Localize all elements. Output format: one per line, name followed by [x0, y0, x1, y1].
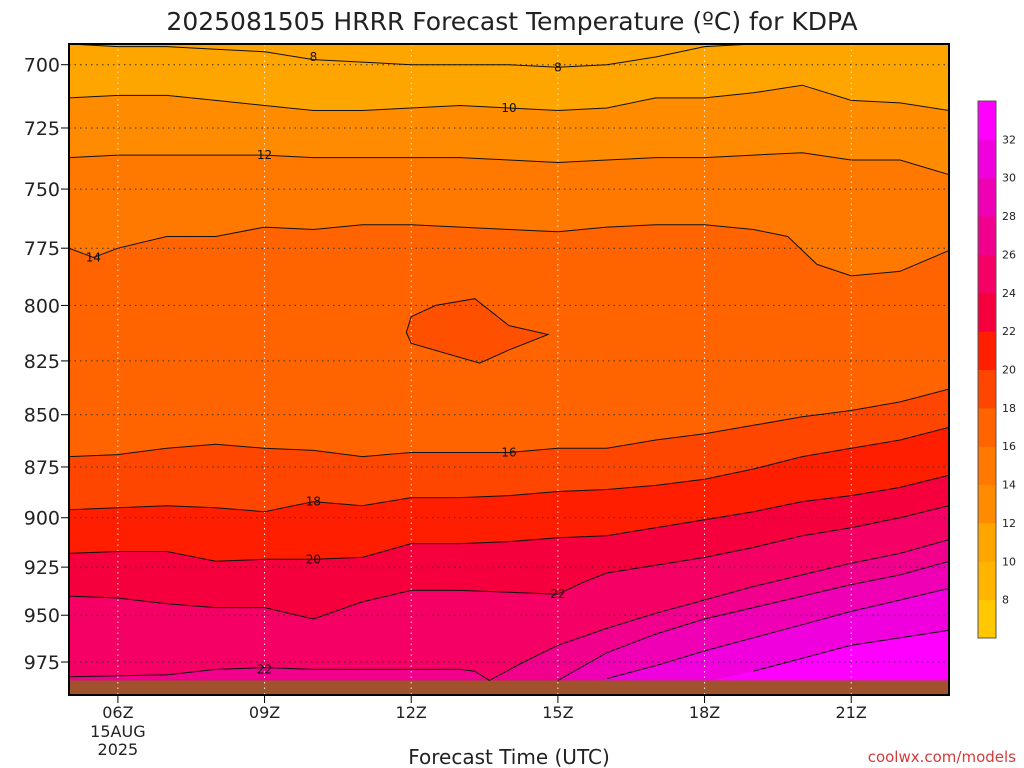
- plot-area: 8 8 10 12 14 16 18 20 22 22: [69, 44, 949, 695]
- colorbar-swatch-12: [978, 139, 996, 179]
- chart-title: 2025081505 HRRR Forecast Temperature (ºC…: [166, 7, 857, 36]
- colorbar-swatch-11: [978, 177, 996, 217]
- ground-fill: [69, 680, 949, 695]
- colorbar-label-32: 32: [1002, 133, 1016, 146]
- x-tick-label-18Z: 18Z: [689, 703, 720, 722]
- y-tick-label-775: 775: [24, 238, 60, 260]
- colorbar-label-24: 24: [1002, 287, 1016, 300]
- y-tick-label-900: 900: [24, 508, 60, 530]
- isotherm-20-6: [69, 474, 949, 562]
- isotherm-22-12: [69, 644, 559, 681]
- y-tick-label-800: 800: [24, 295, 60, 317]
- contour-label-8: 8: [554, 60, 562, 74]
- contour-label-18: 18: [306, 495, 321, 509]
- colorbar-label-8: 8: [1002, 594, 1009, 607]
- colorbar-swatch-1: [978, 561, 996, 601]
- isotherm-30-11: [753, 629, 949, 672]
- x-tick-label-12Z: 12Z: [396, 703, 427, 722]
- colorbar-label-10: 10: [1002, 555, 1016, 568]
- colorbar-label-14: 14: [1002, 479, 1016, 492]
- x-tick-label-09Z: 09Z: [249, 703, 280, 722]
- colorbar-swatch-7: [978, 331, 996, 370]
- colorbar-swatch-9: [978, 254, 996, 294]
- temperature-fill-bands: [69, 44, 949, 695]
- colorbar-swatch-10: [978, 216, 996, 255]
- contour-label-22: 22: [257, 662, 272, 676]
- grid-lines: [69, 44, 949, 695]
- x-tick-label-21Z: 21Z: [836, 703, 867, 722]
- x-axis-label: Forecast Time (UTC): [408, 745, 610, 768]
- colorbar-label-22: 22: [1002, 325, 1016, 338]
- colorbar-frame: [977, 100, 997, 639]
- temperature-band-11: [69, 588, 949, 695]
- colorbar-swatch-2: [978, 522, 996, 562]
- y-axis: 700 725 750 775 800 825 850 875 900 925 950 975: [24, 55, 69, 674]
- colorbar-swatch-3: [978, 484, 996, 524]
- x-tick-label-15Z: 15Z: [542, 703, 573, 722]
- y-tick-label-950: 950: [24, 605, 60, 627]
- isotherm-18-5: [69, 426, 949, 513]
- colorbar-label-16: 16: [1002, 440, 1016, 453]
- colorbar-label-30: 30: [1002, 172, 1016, 185]
- y-tick-label-925: 925: [24, 557, 60, 579]
- y-tick-label-850: 850: [24, 405, 60, 427]
- contour-label-14: 14: [86, 250, 101, 264]
- colorbar-swatch-5: [978, 407, 996, 447]
- y-tick-label-825: 825: [24, 351, 60, 373]
- y-tick-label-975: 975: [24, 652, 60, 674]
- y-tick-label-875: 875: [24, 457, 60, 479]
- plot-frame: [68, 43, 950, 696]
- contour-label-22: 22: [550, 587, 565, 601]
- warm-spot-region: [406, 298, 549, 364]
- isotherm-14-3: [69, 224, 949, 277]
- colorbar-label-26: 26: [1002, 248, 1016, 261]
- colorbar-swatch-13: [978, 101, 996, 140]
- isotherm-10-1: [69, 84, 949, 112]
- credit-text: coolwx.com/models: [868, 748, 1016, 766]
- x-tick-label-06Z: 06Z: [102, 703, 133, 722]
- contour-label-8: 8: [310, 50, 318, 64]
- colorbar-label-20: 20: [1002, 364, 1016, 377]
- isotherm-contours: [69, 44, 949, 681]
- temperature-band-12: [69, 630, 949, 695]
- isotherm-8-0: [69, 44, 949, 68]
- colorbar-swatch-0: [978, 599, 996, 639]
- colorbar-swatch-6: [978, 369, 996, 409]
- y-tick-label-700: 700: [24, 55, 60, 77]
- colorbar-label-12: 12: [1002, 517, 1016, 530]
- colorbar-legend: 8 10 12 14 16 18 20 22 24 26 28 30 32: [977, 100, 1016, 639]
- colorbar-label-18: 18: [1002, 402, 1016, 415]
- isotherm-22-7: [69, 505, 949, 620]
- y-tick-label-750: 750: [24, 179, 60, 201]
- contour-label-20: 20: [306, 552, 321, 566]
- contour-label-12: 12: [257, 148, 272, 162]
- isotherm-16-4: [69, 388, 949, 458]
- isotherm-28-10: [606, 587, 949, 680]
- colorbar-swatch-8: [978, 292, 996, 332]
- contour-labels: 8 8 10 12 14 16 18 20 22 22: [86, 50, 566, 676]
- colorbar-swatch-4: [978, 446, 996, 486]
- ground-surface: [69, 680, 949, 695]
- y-tick-label-725: 725: [24, 118, 60, 140]
- isotherm-24-8: [557, 539, 949, 646]
- x-year-label: 2025: [98, 740, 139, 759]
- isotherm-26-9: [557, 560, 949, 681]
- x-date-label: 15AUG: [90, 722, 145, 741]
- isotherm-16-13: [405, 298, 550, 364]
- colorbar-label-28: 28: [1002, 210, 1016, 223]
- contour-label-10: 10: [501, 101, 516, 115]
- contour-label-16: 16: [501, 445, 516, 459]
- isotherm-12-2: [69, 152, 949, 176]
